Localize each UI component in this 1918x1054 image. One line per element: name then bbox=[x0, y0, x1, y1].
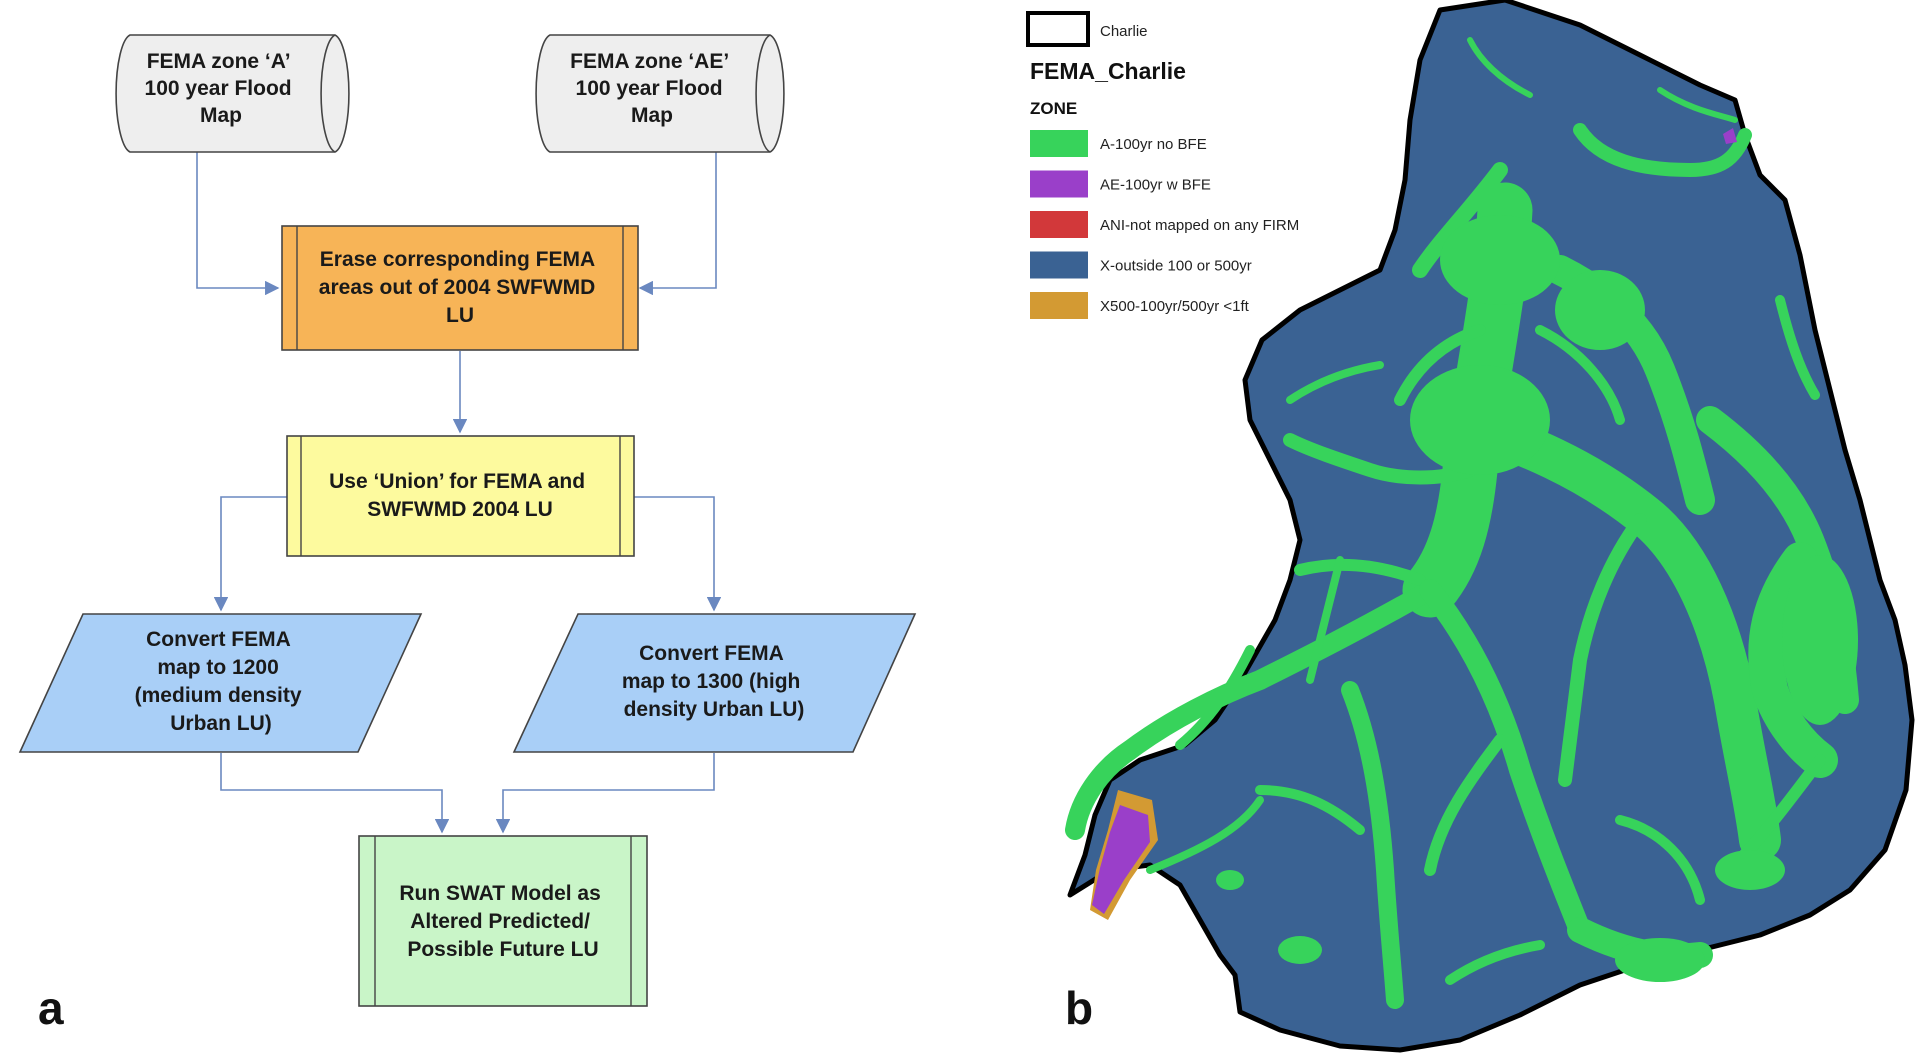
node-run-swat: Run SWAT Model as Altered Predicted/ Pos… bbox=[358, 835, 648, 1007]
node-convert-1200: Convert FEMA map to 1200 (medium density… bbox=[18, 613, 423, 753]
legend-swatch-5 bbox=[1030, 292, 1088, 319]
panel-a-label: a bbox=[38, 982, 64, 1034]
legend-swatch-3 bbox=[1030, 211, 1088, 238]
legend-boundary-swatch bbox=[1026, 11, 1090, 47]
connectors bbox=[196, 152, 722, 834]
legend-label-1: A-100yr no BFE bbox=[1100, 136, 1207, 153]
node-erase-fema-areas-label: Erase corresponding FEMA areas out of 20… bbox=[319, 248, 601, 327]
legend-label-5: X500-100yr/500yr <1ft bbox=[1100, 298, 1250, 315]
flood-zone-ae-area bbox=[1092, 805, 1150, 914]
arrow-zone-a-to-erase bbox=[196, 152, 280, 296]
node-convert-1300-label: Convert FEMA map to 1300 (high density U… bbox=[622, 642, 806, 721]
legend-label-4: X-outside 100 or 500yr bbox=[1100, 258, 1252, 275]
legend-layer-title: FEMA_Charlie bbox=[1030, 58, 1186, 84]
legend-swatch-1 bbox=[1030, 130, 1088, 157]
legend-items: A-100yr no BFE AE-100yr w BFE ANI-not mapp… bbox=[1030, 130, 1299, 319]
node-fema-zone-a-label: FEMA zone ‘A’ 100 year Flood Map bbox=[145, 50, 298, 127]
flood-zone-a-lakes bbox=[1216, 215, 1858, 982]
legend-swatch-4 bbox=[1030, 251, 1088, 279]
panel-b-map: Charlie FEMA_Charlie ZONE A-100yr no BFE… bbox=[1026, 0, 1915, 1053]
node-convert-1300: Convert FEMA map to 1300 (high density U… bbox=[512, 613, 917, 753]
legend-swatch-2 bbox=[1030, 170, 1088, 198]
node-union-label: Use ‘Union’ for FEMA and SWFWMD 2004 LU bbox=[329, 470, 591, 521]
node-fema-zone-ae-label: FEMA zone ‘AE’ 100 year Flood Map bbox=[570, 50, 734, 127]
node-convert-1200-label: Convert FEMA map to 1200 (medium density… bbox=[135, 628, 308, 735]
map-legend: Charlie FEMA_Charlie ZONE A-100yr no BFE… bbox=[1026, 11, 1299, 319]
panel-b-label: b bbox=[1065, 982, 1093, 1034]
node-erase-fema-areas: Erase corresponding FEMA areas out of 20… bbox=[281, 225, 639, 351]
legend-label-2: AE-100yr w BFE bbox=[1100, 177, 1211, 194]
panel-a-flowchart: FEMA zone ‘A’ 100 year Flood Map FEMA zo… bbox=[18, 34, 917, 1034]
arrow-convert-1200-to-run bbox=[220, 753, 450, 834]
arrow-union-to-convert-1200 bbox=[213, 496, 287, 612]
node-run-swat-label: Run SWAT Model as Altered Predicted/ Pos… bbox=[399, 882, 606, 961]
flood-zone-ae-northeast bbox=[1723, 128, 1737, 144]
arrow-convert-1300-to-run bbox=[495, 753, 715, 834]
arrow-union-to-convert-1300 bbox=[634, 496, 722, 612]
legend-label-3: ANI-not mapped on any FIRM bbox=[1100, 217, 1299, 234]
node-fema-zone-ae: FEMA zone ‘AE’ 100 year Flood Map bbox=[535, 34, 785, 153]
node-union: Use ‘Union’ for FEMA and SWFWMD 2004 LU bbox=[286, 435, 635, 557]
arrow-zone-ae-to-erase bbox=[638, 152, 717, 296]
watershed-boundary bbox=[1067, 0, 1915, 1053]
legend-boundary-label: Charlie bbox=[1100, 23, 1148, 40]
legend-field-title: ZONE bbox=[1030, 99, 1077, 118]
node-fema-zone-a: FEMA zone ‘A’ 100 year Flood Map bbox=[115, 34, 350, 153]
